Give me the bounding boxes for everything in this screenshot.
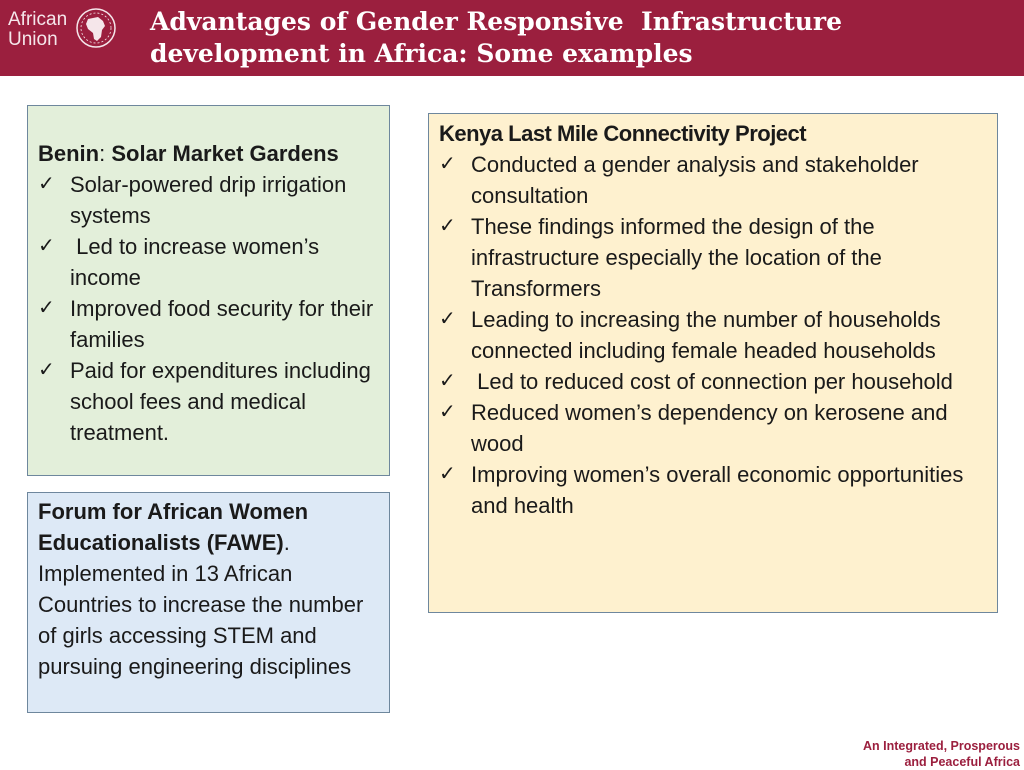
checkmark-icon: ✓ (439, 308, 456, 330)
checkmark-icon: ✓ (439, 153, 456, 175)
title-line-1: Advantages of Gender Responsive Infrastr… (150, 7, 843, 36)
list-item-text: These findings informed the design of th… (471, 214, 882, 301)
list-item: ✓ Solar-powered drip irrigation systems (38, 169, 383, 231)
list-item: ✓ Led to reduced cost of connection per … (439, 366, 991, 397)
list-item-text: Improved food security for their familie… (70, 296, 374, 352)
benin-separator: : (99, 141, 112, 166)
list-item-text: Improving women’s overall economic oppor… (471, 462, 964, 518)
logo-word-african: African (8, 9, 68, 30)
fawe-box: Forum for African Women Educationalists … (27, 492, 390, 713)
checkmark-icon: ✓ (439, 463, 456, 485)
list-item-text: Leading to increasing the number of hous… (471, 307, 941, 363)
list-item-text: Reduced women’s dependency on kerosene a… (471, 400, 948, 456)
africa-emblem-icon (76, 8, 116, 48)
benin-project: Solar Market Gardens (111, 141, 339, 166)
logo-word-union: Union (8, 29, 58, 50)
footer-tagline: An Integrated, Prosperous and Peaceful A… (863, 738, 1020, 770)
list-item: ✓ Reduced women’s dependency on kerosene … (439, 397, 991, 459)
page-title: Advantages of Gender Responsive Infrastr… (150, 6, 1010, 70)
list-item: ✓ Improved food security for their famili… (38, 293, 383, 355)
benin-list: ✓ Solar-powered drip irrigation systems ✓… (38, 169, 383, 448)
checkmark-icon: ✓ (439, 370, 456, 392)
checkmark-icon: ✓ (38, 173, 55, 195)
benin-heading: Benin: Solar Market Gardens (38, 138, 383, 169)
fawe-description: Implemented in 13 African Countries to i… (38, 561, 364, 679)
kenya-box: Kenya Last Mile Connectivity Project ✓ Co… (428, 113, 998, 613)
list-item-text: Solar-powered drip irrigation systems (70, 172, 347, 228)
checkmark-icon: ✓ (38, 235, 55, 257)
title-line-2: development in Africa: Some examples (150, 39, 693, 68)
list-item-text: Led to increase women’s income (70, 234, 326, 290)
checkmark-icon: ✓ (38, 359, 55, 381)
list-item: ✓ Conducted a gender analysis and stakeho… (439, 149, 991, 211)
footer-tagline-line-2: and Peaceful Africa (904, 755, 1020, 769)
list-item: ✓ Leading to increasing the number of hou… (439, 304, 991, 366)
benin-box: Benin: Solar Market Gardens ✓ Solar-power… (27, 105, 390, 476)
fawe-name: Forum for African Women Educationalists … (38, 499, 309, 555)
footer-tagline-line-1: An Integrated, Prosperous (863, 739, 1020, 753)
kenya-list: ✓ Conducted a gender analysis and stakeho… (439, 149, 991, 521)
checkmark-icon: ✓ (439, 401, 456, 423)
checkmark-icon: ✓ (38, 297, 55, 319)
list-item-text: Led to reduced cost of connection per ho… (471, 369, 953, 394)
fawe-period: . (283, 530, 290, 555)
benin-country: Benin (38, 141, 100, 166)
title-banner: African Union Advantages of Gender Respo… (0, 0, 1024, 76)
checkmark-icon: ✓ (439, 215, 456, 237)
list-item: ✓ These findings informed the design of t… (439, 211, 991, 304)
list-item-text: Conducted a gender analysis and stakehol… (471, 152, 919, 208)
african-union-logo: African Union (0, 0, 124, 76)
list-item: ✓ Paid for expenditures including school … (38, 355, 383, 448)
list-item: ✓ Improving women’s overall economic oppo… (439, 459, 991, 521)
kenya-heading: Kenya Last Mile Connectivity Project (439, 121, 807, 146)
fawe-text: Forum for African Women Educationalists … (38, 496, 383, 682)
list-item-text: Paid for expenditures including school f… (70, 358, 371, 445)
list-item: ✓ Led to increase women’s income (38, 231, 383, 293)
